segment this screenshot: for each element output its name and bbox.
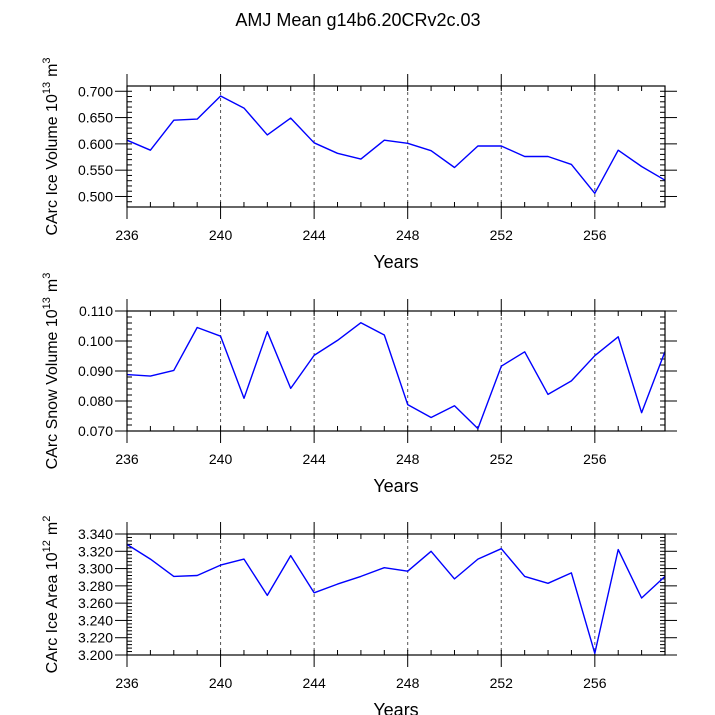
y-label-unit: m — [44, 279, 61, 292]
y-label-unit-exponent: 3 — [41, 273, 53, 279]
ice-volume-panel: 236 240 244 248 252 256 0.500 0.550 0.600 0.650 0.… — [41, 57, 677, 272]
series-line — [126, 95, 666, 195]
y-tick-label: 0.110 — [79, 303, 113, 319]
x-tick-label: 248 — [396, 675, 420, 691]
y-tick-label: 0.090 — [78, 363, 113, 379]
y-tick-label: 0.550 — [78, 162, 113, 178]
x-tick-label: 248 — [396, 227, 420, 243]
y-tick-label: 3.280 — [78, 578, 113, 594]
x-tick-label: 240 — [209, 451, 233, 467]
y-tick-label: 3.300 — [78, 561, 113, 577]
y-tick-label: 0.070 — [78, 423, 113, 439]
plot-frame — [126, 310, 666, 432]
y-label-main: CArc Ice Area 10 — [44, 552, 61, 673]
y-label-unit-exponent: 2 — [41, 516, 53, 522]
x-tick-label: 252 — [490, 451, 514, 467]
y-tick-label: 0.100 — [78, 333, 113, 349]
plot-frame — [126, 85, 666, 208]
x-axis-label: Years — [373, 700, 418, 715]
y-tick-label: 0.080 — [78, 393, 113, 409]
x-tick-label: 248 — [396, 451, 420, 467]
y-label-unit: m — [44, 64, 61, 77]
y-tick-label: 0.500 — [78, 188, 113, 204]
y-tick-label: 3.260 — [78, 595, 113, 611]
y-tick-label: 3.340 — [78, 526, 113, 542]
x-tick-label: 256 — [583, 227, 607, 243]
x-tick-label: 236 — [115, 675, 139, 691]
y-label-exponent: 13 — [41, 297, 53, 309]
y-tick-label: 3.240 — [78, 612, 113, 628]
y-tick-label: 0.650 — [78, 110, 113, 126]
x-tick-label: 256 — [583, 451, 607, 467]
ice-area-panel: 236 240 244 248 252 2563.2003.2203.2403.2603.… — [41, 516, 677, 715]
x-tick-label: 244 — [302, 227, 326, 243]
x-tick-label: 252 — [490, 675, 514, 691]
y-label-main: CArc Snow Volume 10 — [44, 309, 61, 469]
x-tick-label: 244 — [302, 675, 326, 691]
x-axis-label: Years — [373, 252, 418, 272]
y-label-main: CArc Ice Volume 10 — [44, 94, 61, 236]
series-line — [126, 322, 666, 430]
x-tick-label: 240 — [209, 675, 233, 691]
x-tick-label: 236 — [115, 227, 139, 243]
y-tick-label: 3.220 — [78, 630, 113, 646]
x-tick-label: 236 — [115, 451, 139, 467]
y-axis-label: CArc Ice Area 1012 m2 — [41, 516, 61, 674]
y-axis-label: CArc Snow Volume 1013 m3 — [41, 273, 61, 470]
figure-title: AMJ Mean g14b6.20CRv2c.03 — [235, 10, 480, 30]
y-label-exponent: 13 — [41, 82, 53, 94]
y-label-unit-exponent: 3 — [41, 57, 53, 63]
plot-frame — [126, 533, 666, 656]
y-axis-label: CArc Ice Volume 1013 m3 — [41, 57, 61, 235]
y-label-unit: m — [44, 522, 61, 535]
series-line — [126, 543, 666, 654]
x-tick-label: 244 — [302, 451, 326, 467]
y-tick-label: 3.320 — [78, 543, 113, 559]
y-tick-label: 3.200 — [78, 647, 113, 663]
y-tick-label: 0.700 — [78, 83, 113, 99]
x-tick-label: 256 — [583, 675, 607, 691]
y-label-exponent: 12 — [41, 540, 53, 552]
snow-volume-panel: 236 240 244 248 252 256 0.070 0.080 0.090 0.100 0.… — [41, 273, 677, 496]
x-tick-label: 252 — [490, 227, 514, 243]
y-tick-label: 0.600 — [78, 136, 113, 152]
x-axis-label: Years — [373, 476, 418, 496]
x-tick-label: 240 — [209, 227, 233, 243]
